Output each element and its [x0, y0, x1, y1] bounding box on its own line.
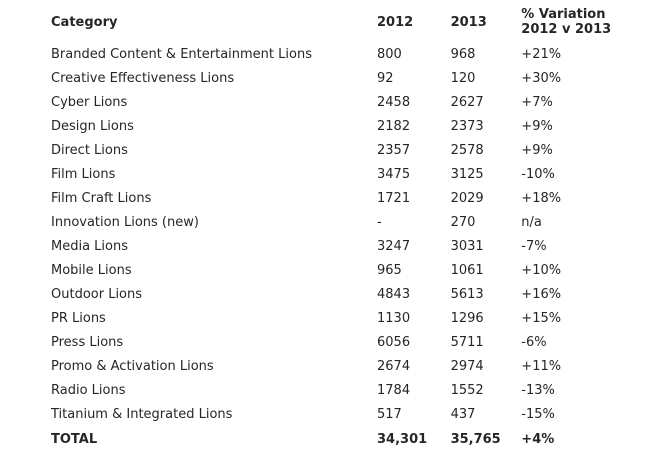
variation-cell: +15% — [521, 310, 562, 326]
column-header-variation-line2: 2012 v 2013 — [521, 22, 612, 37]
category-cell: Press Lions — [51, 334, 124, 350]
table-footer: TOTAL 34,301 35,765 +4% — [51, 426, 649, 452]
value-2013-cell: 968 — [450, 46, 476, 62]
value-2013-cell: 5613 — [450, 286, 484, 302]
table-row: Radio Lions 1784 1552 -13% — [51, 378, 649, 402]
variation-cell: +9% — [521, 142, 553, 158]
table-row: Outdoor Lions 4843 5613 +16% — [51, 282, 649, 306]
table-row: Press Lions 6056 5711 -6% — [51, 330, 649, 354]
category-cell: Cyber Lions — [51, 94, 128, 110]
category-cell: Promo & Activation Lions — [51, 358, 214, 374]
table-row: Promo & Activation Lions 2674 2974 +11% — [51, 354, 649, 378]
variation-cell: -13% — [521, 382, 555, 398]
value-2013-cell: 270 — [450, 214, 476, 230]
value-2013-cell: 3125 — [450, 166, 484, 182]
table-row: Film Craft Lions 1721 2029 +18% — [51, 186, 649, 210]
table-row: Media Lions 3247 3031 -7% — [51, 234, 649, 258]
value-2013-cell: 120 — [450, 70, 476, 86]
value-2013-cell: 2974 — [450, 358, 484, 374]
value-2012-cell: 2182 — [377, 118, 411, 134]
total-label: TOTAL — [51, 431, 98, 447]
value-2013-cell: 2373 — [450, 118, 484, 134]
value-2012-cell: 1721 — [377, 190, 411, 206]
variation-cell: n/a — [521, 214, 542, 230]
variation-cell: -15% — [521, 406, 555, 422]
category-cell: Branded Content & Entertainment Lions — [51, 46, 312, 62]
category-cell: Titanium & Integrated Lions — [51, 406, 233, 422]
table-header: Category 2012 2013 % Variation 2012 v 20… — [51, 4, 649, 42]
variation-cell: +18% — [521, 190, 562, 206]
value-2012-cell: 4843 — [377, 286, 411, 302]
table-row: Creative Effectiveness Lions 92 120 +30% — [51, 66, 649, 90]
variation-cell: +9% — [521, 118, 553, 134]
table-row: Design Lions 2182 2373 +9% — [51, 114, 649, 138]
total-row: TOTAL 34,301 35,765 +4% — [51, 426, 649, 452]
value-2013-cell: 2627 — [450, 94, 484, 110]
table-row: PR Lions 1130 1296 +15% — [51, 306, 649, 330]
value-2012-cell: 6056 — [377, 334, 411, 350]
variation-cell: +21% — [521, 46, 562, 62]
variation-cell: +16% — [521, 286, 562, 302]
category-cell: Media Lions — [51, 238, 128, 254]
value-2012-cell: 2357 — [377, 142, 411, 158]
variation-cell: +30% — [521, 70, 562, 86]
table-row: Innovation Lions (new) - 270 n/a — [51, 210, 649, 234]
value-2012-cell: 3247 — [377, 238, 411, 254]
variation-cell: -6% — [521, 334, 547, 350]
table-row: Mobile Lions 965 1061 +10% — [51, 258, 649, 282]
table-row: Branded Content & Entertainment Lions 800… — [51, 42, 649, 66]
category-cell: Mobile Lions — [51, 262, 132, 278]
value-2012-cell: 1130 — [377, 310, 411, 326]
value-2012-cell: 1784 — [377, 382, 411, 398]
value-2013-cell: 1061 — [450, 262, 484, 278]
column-header-2013: 2013 — [450, 14, 487, 30]
variation-cell: +11% — [521, 358, 562, 374]
table-header-row: Category 2012 2013 % Variation 2012 v 20… — [51, 4, 649, 42]
value-2013-cell: 5711 — [450, 334, 484, 350]
column-header-2012: 2012 — [377, 14, 414, 30]
table-body: Branded Content & Entertainment Lions 800… — [51, 42, 649, 426]
table-row: Titanium & Integrated Lions 517 437 -15% — [51, 402, 649, 426]
column-header-category: Category — [51, 14, 118, 30]
category-cell: Film Lions — [51, 166, 116, 182]
value-2012-cell: 2458 — [377, 94, 411, 110]
value-2013-cell: 2029 — [450, 190, 484, 206]
category-cell: Outdoor Lions — [51, 286, 143, 302]
category-cell: Direct Lions — [51, 142, 128, 158]
value-2013-cell: 437 — [450, 406, 476, 422]
column-header-variation-line1: % Variation — [521, 7, 606, 23]
value-2012-cell: - — [377, 214, 382, 230]
category-cell: Innovation Lions (new) — [51, 214, 199, 230]
category-cell: Film Craft Lions — [51, 190, 152, 206]
value-2012-cell: 800 — [377, 46, 402, 62]
table-row: Direct Lions 2357 2578 +9% — [51, 138, 649, 162]
value-2012-cell: 965 — [377, 262, 402, 278]
total-2012-value: 34,301 — [377, 431, 428, 447]
table-row: Film Lions 3475 3125 -10% — [51, 162, 649, 186]
category-cell: Design Lions — [51, 118, 134, 134]
variation-cell: -7% — [521, 238, 547, 254]
value-2013-cell: 2578 — [450, 142, 484, 158]
variation-cell: -10% — [521, 166, 555, 182]
value-2012-cell: 517 — [377, 406, 402, 422]
category-cell: Radio Lions — [51, 382, 126, 398]
total-2013-value: 35,765 — [450, 431, 501, 447]
awards-table: Category 2012 2013 % Variation 2012 v 20… — [51, 4, 649, 452]
column-header-variation: % Variation 2012 v 2013 — [521, 4, 649, 42]
table-container: Category 2012 2013 % Variation 2012 v 20… — [51, 4, 649, 452]
value-2013-cell: 1552 — [450, 382, 484, 398]
variation-cell: +10% — [521, 262, 562, 278]
value-2012-cell: 2674 — [377, 358, 411, 374]
variation-cell: +7% — [521, 94, 553, 110]
value-2012-cell: 3475 — [377, 166, 411, 182]
value-2013-cell: 1296 — [450, 310, 484, 326]
table-row: Cyber Lions 2458 2627 +7% — [51, 90, 649, 114]
value-2012-cell: 92 — [377, 70, 394, 86]
value-2013-cell: 3031 — [450, 238, 484, 254]
category-cell: PR Lions — [51, 310, 106, 326]
total-variation-value: +4% — [521, 431, 555, 447]
category-cell: Creative Effectiveness Lions — [51, 70, 235, 86]
